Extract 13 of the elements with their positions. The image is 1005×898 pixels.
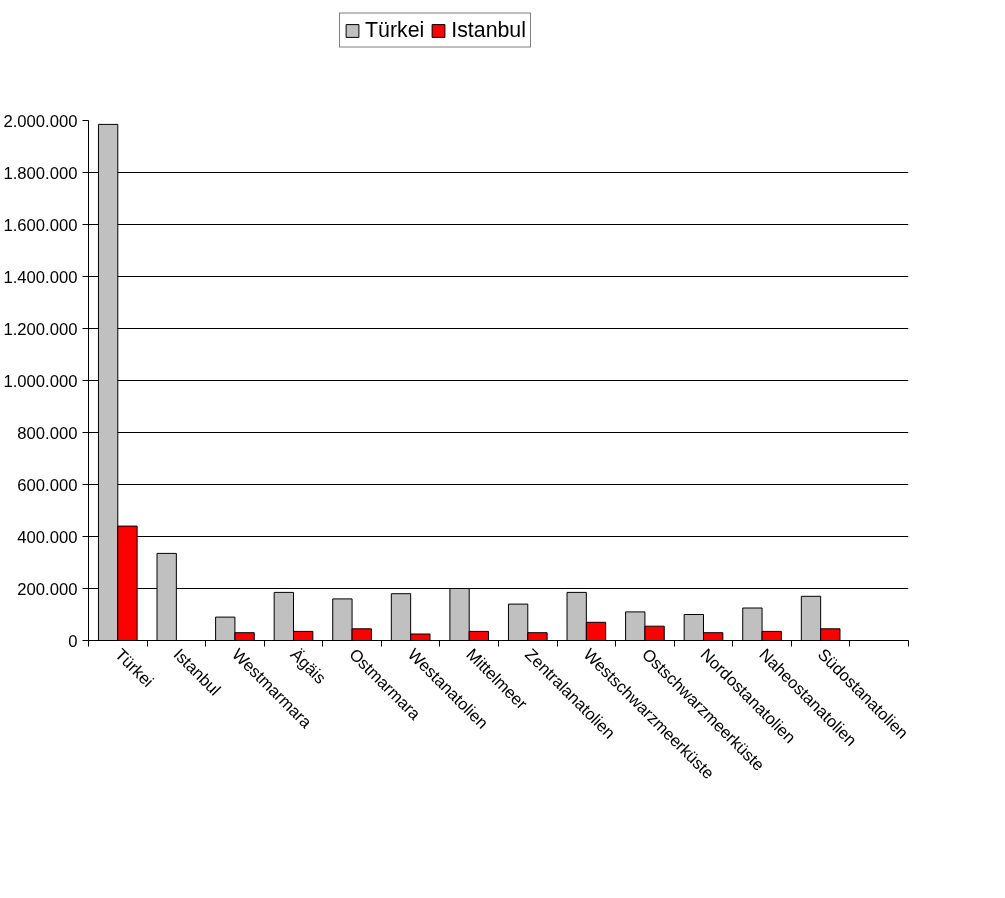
y-tick-label: 1.400.000 [3,267,78,287]
legend-label: Istanbul [451,17,526,43]
y-tick-label: 200.000 [17,579,78,599]
y-tick-label: 400.000 [17,527,78,547]
y-tick-label: 1.200.000 [3,319,78,339]
y-tick-label: 1.000.000 [3,371,78,391]
y-tick-label: 0 [68,631,78,651]
y-tick-label: 1.800.000 [3,163,78,183]
y-tick-label: 2.000.000 [3,111,78,131]
y-tick-label: 1.600.000 [3,215,78,235]
legend-label: Türkei [365,17,425,43]
y-tick-label: 800.000 [17,423,78,443]
y-tick-label: 600.000 [17,475,78,495]
